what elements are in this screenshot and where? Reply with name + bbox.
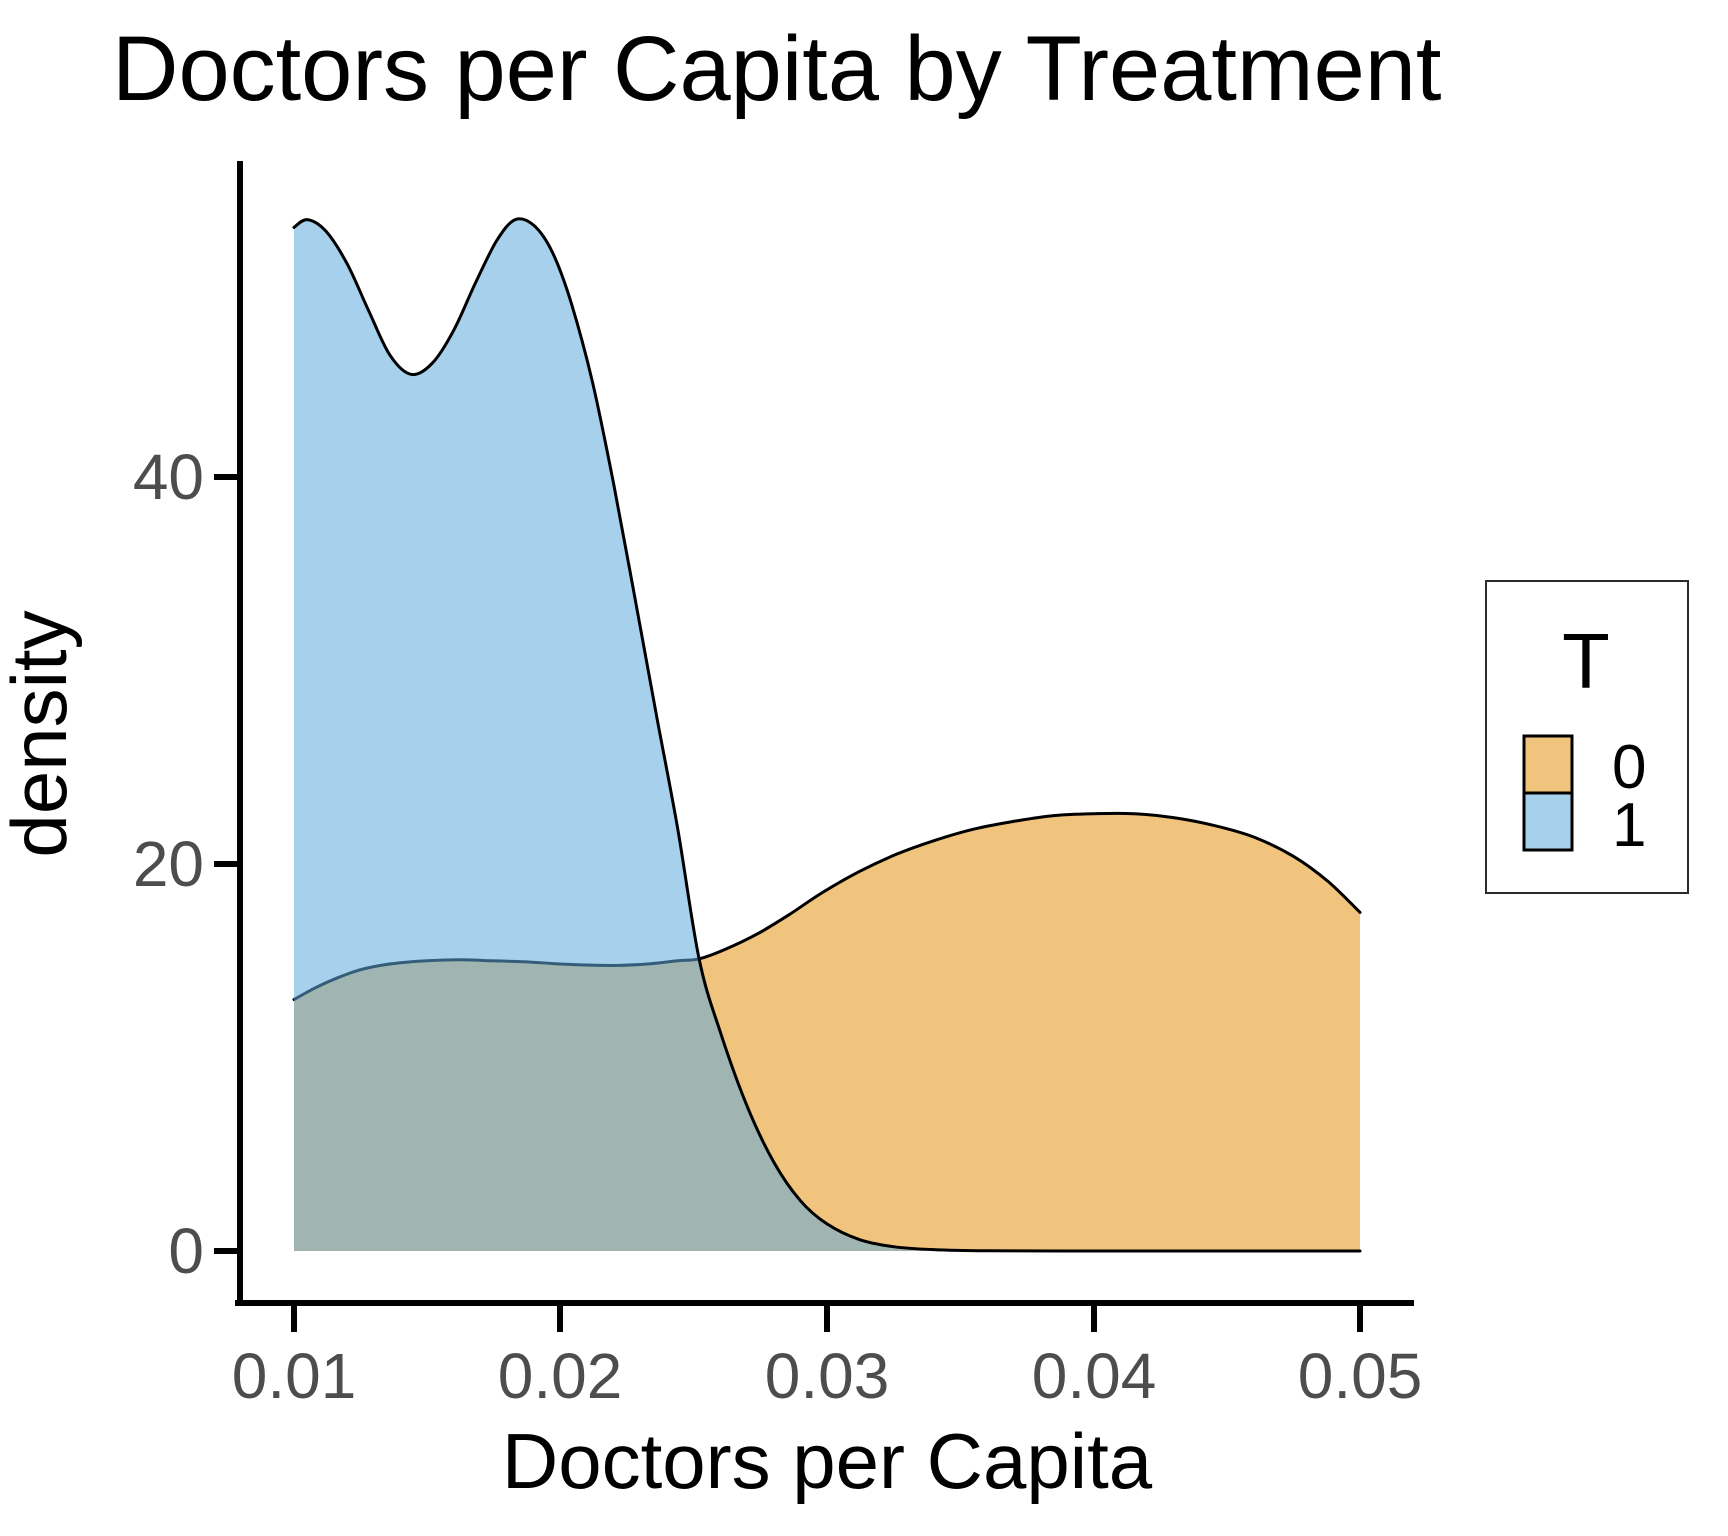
x-tick-label-0.03: 0.03 (765, 1340, 890, 1412)
density-curve-treatment-1 (292, 217, 1362, 1253)
plot-panel (292, 217, 1362, 1253)
legend-swatch-treatment-1 (1522, 791, 1574, 852)
y-tick-label-20: 20 (133, 828, 204, 900)
density-area-treatment-1 (294, 218, 1360, 1251)
x-tick-label-0.04: 0.04 (1032, 1340, 1157, 1412)
legend-box (1485, 580, 1689, 894)
x-tick-label-0.02: 0.02 (498, 1340, 623, 1412)
y-tick-label-40: 40 (133, 441, 204, 513)
x-axis-ticks: 0.01 0.02 0.03 0.04 0.05 (232, 1306, 1423, 1412)
y-axis-title: density (0, 610, 83, 857)
legend-title: T (1562, 617, 1610, 705)
x-tick-label-0.01: 0.01 (232, 1340, 357, 1412)
legend: T 0 1 (1485, 580, 1689, 894)
chart-title: Doctors per Capita by Treatment (112, 18, 1441, 120)
y-tick-label-0: 0 (168, 1215, 204, 1287)
legend-swatch-treatment-0 (1522, 734, 1574, 795)
x-tick-label-0.05: 0.05 (1298, 1340, 1423, 1412)
legend-label-treatment-1: 1 (1612, 791, 1646, 860)
x-axis-title: Doctors per Capita (502, 1417, 1153, 1505)
y-axis-ticks: 0 20 40 (133, 441, 240, 1287)
legend-label-treatment-0: 0 (1612, 733, 1646, 802)
